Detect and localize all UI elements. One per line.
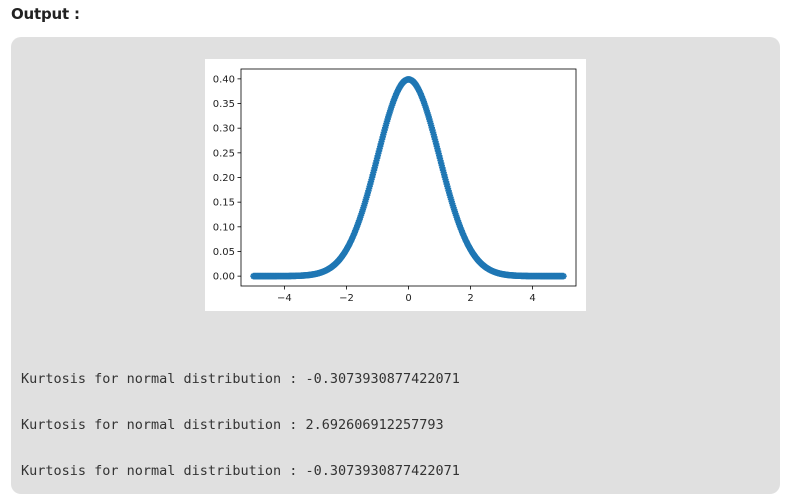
y-tick-label: 0.35 <box>213 99 235 110</box>
y-tick-label: 0.30 <box>213 124 235 135</box>
x-tick-label: 2 <box>467 293 473 304</box>
y-tick-label: 0.40 <box>213 74 235 85</box>
y-tick-label: 0.00 <box>213 272 235 283</box>
y-tick-label: 0.25 <box>213 148 235 159</box>
data-point <box>560 272 567 280</box>
y-tick-label: 0.10 <box>213 222 235 233</box>
y-tick-label: 0.05 <box>213 247 235 258</box>
kurtosis-output-line-2: Kurtosis for normal distribution : 2.692… <box>21 417 444 433</box>
y-tick-label: 0.20 <box>213 173 235 184</box>
kurtosis-output-line-3: Kurtosis for normal distribution : -0.30… <box>21 463 460 479</box>
y-axis: 0.00 0.05 0.10 0.15 0.20 0.25 0.30 0.35 0.40 <box>213 74 241 283</box>
chart-figure: −4 −2 0 2 4 0.00 0.05 0.10 0.15 0.20 0.25 0.30 0.35… <box>205 59 586 311</box>
output-heading: Output : <box>11 5 80 23</box>
x-tick-label: −2 <box>339 293 354 304</box>
x-tick-label: 0 <box>405 293 411 304</box>
plot-frame <box>240 68 577 287</box>
data-points <box>250 76 567 280</box>
x-tick-label: −4 <box>277 293 292 304</box>
kurtosis-output-line-1: Kurtosis for normal distribution : -0.30… <box>21 371 460 387</box>
x-tick-label: 4 <box>529 293 535 304</box>
x-axis: −4 −2 0 2 4 <box>277 286 536 304</box>
normal-distribution-chart: −4 −2 0 2 4 0.00 0.05 0.10 0.15 0.20 0.25 0.30 0.35… <box>213 68 577 304</box>
y-tick-label: 0.15 <box>213 198 235 209</box>
